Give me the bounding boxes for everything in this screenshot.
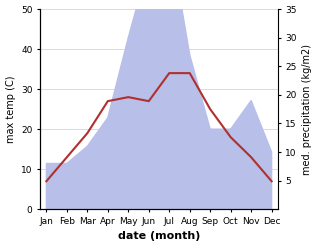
X-axis label: date (month): date (month) (118, 231, 200, 242)
Y-axis label: med. precipitation (kg/m2): med. precipitation (kg/m2) (302, 44, 313, 175)
Y-axis label: max temp (C): max temp (C) (5, 75, 16, 143)
